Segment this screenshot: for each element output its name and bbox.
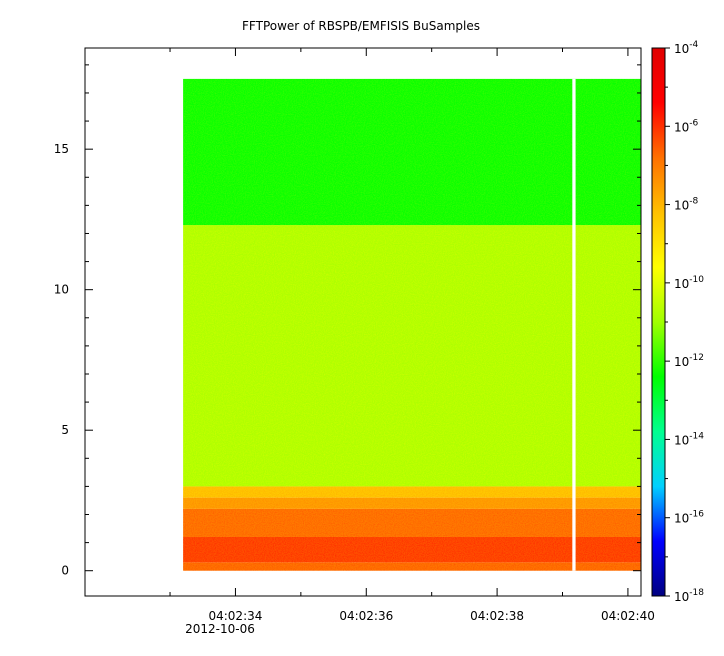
chart-title: FFTPower of RBSPB/EMFISIS BuSamples bbox=[242, 19, 480, 33]
x-tick-label: 04:02:40 bbox=[601, 609, 655, 623]
spectrogram-band-texture bbox=[183, 486, 641, 498]
y-tick-label: 10 bbox=[54, 283, 69, 297]
colorbar-ramp bbox=[651, 47, 666, 597]
data-gap bbox=[572, 78, 576, 571]
spectrogram-noise bbox=[183, 78, 641, 571]
x-tick-label: 04:02:38 bbox=[470, 609, 524, 623]
colorbar-tick-label: 10-16 bbox=[674, 510, 704, 526]
colorbar-tick-label: 10-18 bbox=[674, 588, 704, 604]
colorbar-tick-label: 10-10 bbox=[674, 275, 704, 291]
x-tick-label: 04:02:36 bbox=[339, 609, 393, 623]
colorbar-tick-label: 10-4 bbox=[674, 40, 699, 56]
spectrogram-band-texture bbox=[183, 536, 641, 563]
spectrogram-band-texture bbox=[183, 497, 641, 509]
x-tick-label: 04:02:34 bbox=[208, 609, 262, 623]
y-tick-label: 5 bbox=[61, 423, 69, 437]
x-date-label: 2012-10-06 bbox=[185, 622, 255, 636]
plot-frame bbox=[84, 47, 642, 597]
colorbar: 10-4 10-6 10-8 10-10 10-12 10-14 10-16 10-18 bbox=[651, 40, 704, 604]
colorbar-ticks: 10-4 10-6 10-8 10-10 10-12 10-14 10-16 10-18 bbox=[665, 40, 704, 604]
plot-area bbox=[84, 47, 642, 597]
colorbar-tick-label: 10-14 bbox=[674, 431, 704, 447]
y-axis: 0 5 10 15 bbox=[54, 64, 641, 578]
y-tick-label: 15 bbox=[54, 142, 69, 156]
spectrogram-band-texture bbox=[183, 508, 641, 537]
spectrogram-band-texture bbox=[183, 562, 641, 571]
y-tick-label: 0 bbox=[61, 564, 69, 578]
x-axis: 04:02:34 04:02:36 04:02:38 04:02:40 bbox=[169, 48, 655, 623]
colorbar-tick-label: 10-8 bbox=[674, 197, 699, 213]
spectrogram-band-texture bbox=[183, 225, 641, 487]
colorbar-tick-label: 10-6 bbox=[674, 118, 699, 134]
colorbar-tick-label: 10-12 bbox=[674, 353, 704, 369]
spectrogram-band-texture bbox=[183, 78, 641, 226]
